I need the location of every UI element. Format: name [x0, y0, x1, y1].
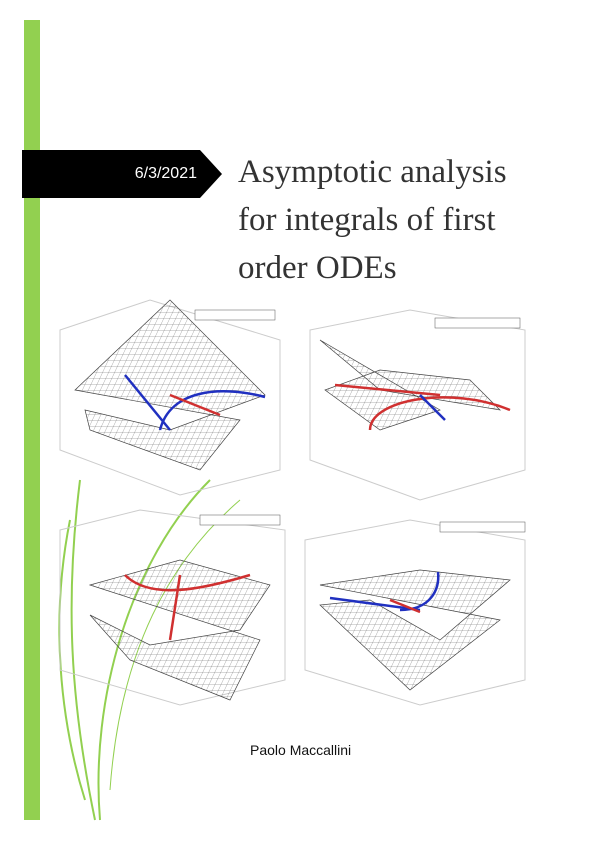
figure: [304, 519, 526, 706]
title: Asymptotic analysis for integrals of fir…: [238, 148, 578, 292]
date-banner: [22, 150, 222, 198]
figure: [59, 299, 281, 496]
author: Paolo Maccallini: [250, 742, 352, 758]
date: 6/3/2021: [134, 165, 197, 182]
green-bar: [24, 20, 40, 820]
figure: [59, 509, 286, 706]
title-line: order ODEs: [238, 250, 397, 286]
title-line: Asymptotic analysis: [238, 154, 507, 190]
title-line: for integrals of first: [238, 202, 496, 238]
figure: [309, 309, 526, 501]
